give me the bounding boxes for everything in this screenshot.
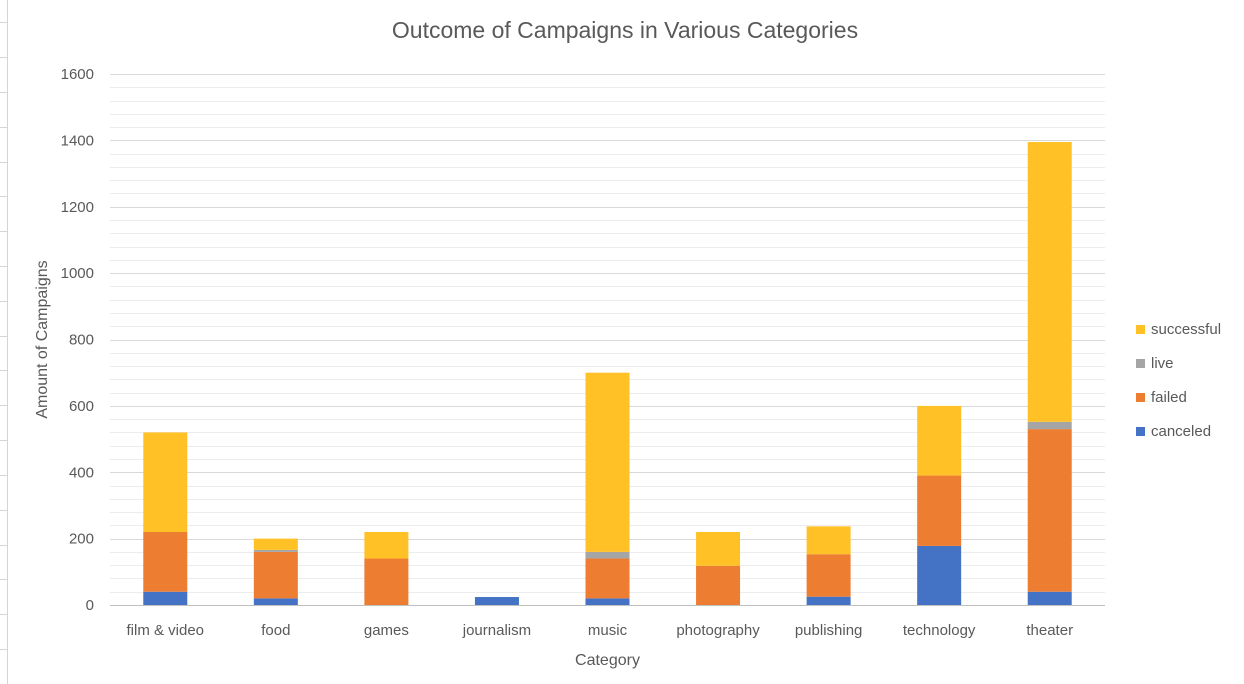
bar-successful bbox=[917, 405, 962, 476]
y-tick-label: 600 bbox=[69, 398, 94, 415]
bar-successful bbox=[1027, 142, 1072, 422]
bar-failed bbox=[806, 554, 851, 597]
legend-item-failed: failed bbox=[1136, 380, 1240, 414]
sheet-row-line bbox=[0, 440, 7, 441]
bar-canceled bbox=[143, 591, 188, 605]
x-tick-label: technology bbox=[903, 622, 976, 639]
legend-swatch bbox=[1136, 392, 1145, 402]
chart-title: Outcome of Campaigns in Various Categori… bbox=[391, 17, 859, 43]
sheet-row-line bbox=[0, 336, 7, 337]
x-tick-label: music bbox=[588, 622, 628, 639]
sheet-row-line bbox=[0, 127, 7, 128]
legend-item-successful: successful bbox=[1136, 312, 1240, 346]
bar-canceled bbox=[1027, 591, 1072, 605]
bar-canceled bbox=[806, 596, 851, 605]
legend-swatch bbox=[1136, 324, 1145, 334]
legend-label: failed bbox=[1151, 388, 1187, 406]
bar-failed bbox=[143, 531, 188, 592]
legend-swatch bbox=[1136, 358, 1145, 368]
bar-canceled bbox=[585, 598, 630, 605]
bar-failed bbox=[585, 558, 630, 599]
sheet-row-line bbox=[0, 196, 7, 197]
bar-successful bbox=[696, 531, 741, 566]
sheet-row-line bbox=[0, 231, 7, 232]
bar-live bbox=[585, 551, 630, 559]
bar-failed bbox=[364, 558, 409, 605]
sheet-row-line bbox=[0, 57, 7, 58]
chart-legend: successful live failed canceled bbox=[1136, 312, 1240, 448]
bar-live bbox=[253, 549, 298, 552]
x-tick-label: film & video bbox=[127, 622, 205, 639]
sheet-row-line bbox=[0, 162, 7, 163]
y-tick-label: 800 bbox=[69, 332, 94, 349]
x-tick-label: photography bbox=[676, 622, 760, 639]
y-tick-label: 1400 bbox=[61, 132, 94, 149]
sheet-row-line bbox=[0, 579, 7, 580]
y-tick-label: 400 bbox=[69, 464, 94, 481]
bar-failed bbox=[253, 551, 298, 599]
legend-label: live bbox=[1151, 354, 1174, 372]
x-tick-label: games bbox=[364, 622, 409, 639]
x-tick-label: publishing bbox=[795, 622, 863, 639]
sheet-row-line bbox=[0, 475, 7, 476]
bar-failed bbox=[1027, 429, 1072, 592]
x-axis-title: Category bbox=[575, 652, 640, 669]
x-tick-label: theater bbox=[1026, 622, 1073, 639]
y-tick-label: 1600 bbox=[61, 66, 94, 83]
bar-successful bbox=[585, 372, 630, 552]
bar-successful bbox=[143, 432, 188, 532]
sheet-row-line bbox=[0, 649, 7, 650]
y-tick-label: 0 bbox=[86, 597, 94, 614]
x-tick-label: journalism bbox=[462, 622, 531, 639]
sheet-row-line bbox=[0, 614, 7, 615]
sheet-row-line bbox=[0, 405, 7, 406]
sheet-row-line bbox=[0, 22, 7, 23]
bar-canceled bbox=[917, 545, 962, 605]
sheet-row-line bbox=[0, 301, 7, 302]
sheet-row-line bbox=[0, 266, 7, 267]
bar-canceled bbox=[474, 597, 519, 605]
bar-failed bbox=[917, 475, 962, 546]
bar-live bbox=[1027, 421, 1072, 430]
sheet-row-line bbox=[0, 92, 7, 93]
legend-label: canceled bbox=[1151, 422, 1212, 440]
bar-successful bbox=[806, 526, 851, 555]
y-tick-label: 200 bbox=[69, 531, 94, 548]
y-tick-label: 1000 bbox=[61, 265, 94, 282]
y-axis-title: Amount of Campaigns bbox=[34, 260, 51, 418]
legend-swatch bbox=[1136, 426, 1145, 436]
bar-failed bbox=[696, 565, 741, 605]
bar-successful bbox=[364, 531, 409, 559]
y-tick-label: 1200 bbox=[61, 199, 94, 216]
x-tick-label: food bbox=[261, 622, 290, 639]
legend-item-canceled: canceled bbox=[1136, 414, 1240, 448]
sheet-edge bbox=[0, 0, 8, 684]
legend-item-live: live bbox=[1136, 346, 1240, 380]
sheet-row-line bbox=[0, 545, 7, 546]
sheet-row-line bbox=[0, 370, 7, 371]
bar-successful bbox=[253, 538, 298, 550]
legend-label: successful bbox=[1151, 320, 1222, 338]
sheet-row-line bbox=[0, 510, 7, 511]
bar-canceled bbox=[253, 598, 298, 605]
